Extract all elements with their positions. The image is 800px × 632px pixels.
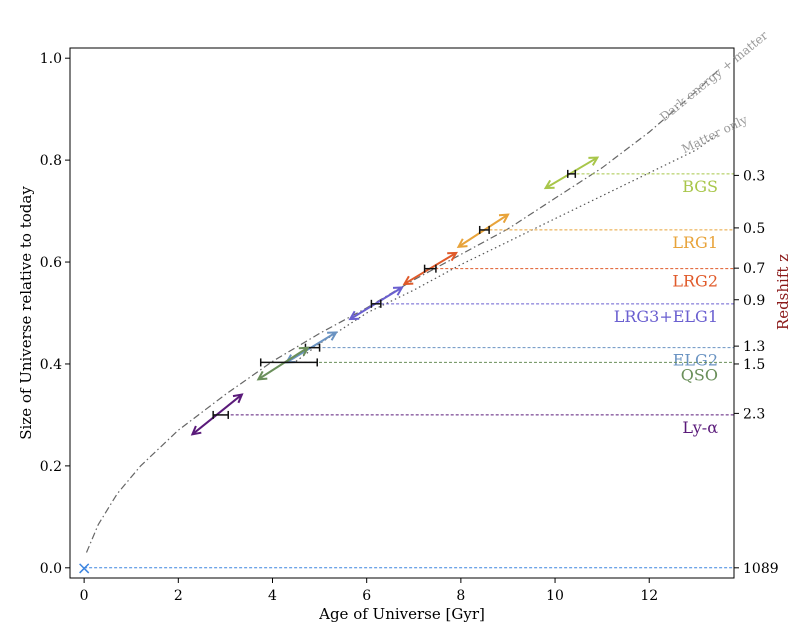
x-axis-title: Age of Universe [Gyr] [318, 605, 485, 623]
arrow-head-forward [232, 393, 244, 404]
sample-lrg1 [456, 213, 510, 248]
sample-label-ly: Ly-α [682, 418, 718, 437]
redshift-axis-title: Redshift z [774, 254, 792, 330]
arrow-shaft [545, 156, 598, 190]
y-tick-label: 0.6 [40, 255, 62, 271]
arrow-head-back [402, 275, 414, 286]
sample-ly [190, 393, 244, 436]
arrow-head-forward [447, 251, 458, 262]
sample-bgs [543, 156, 600, 190]
sample-lrg2 [402, 251, 458, 286]
redshift-tick-label: 1.3 [743, 339, 765, 355]
x-tick-label: 8 [456, 588, 465, 604]
sample-label-qso: QSO [681, 365, 718, 384]
x-tick-label: 12 [640, 588, 658, 604]
arrow-head-back [348, 310, 360, 321]
y-tick-label: 0.4 [40, 357, 62, 373]
curve-label-dark-energy-matter: Dark energy + matter [657, 28, 770, 124]
arrow-shaft [257, 346, 309, 381]
origin-marker: × [77, 558, 92, 579]
x-tick-label: 2 [174, 588, 183, 604]
x-tick-label: 6 [362, 588, 371, 604]
y-tick-label: 0.0 [40, 561, 62, 577]
arrow-head-back [543, 179, 555, 190]
arrow-head-back [190, 425, 202, 436]
sample-qso [256, 346, 318, 381]
arrow-head-forward [392, 286, 404, 296]
x-tick-label: 0 [80, 588, 89, 604]
arrow-head-forward [588, 156, 600, 166]
redshift-tick-label: 1089 [743, 561, 779, 577]
redshift-tick-label: 1.5 [743, 357, 765, 373]
x-tick-label: 4 [268, 588, 277, 604]
redshift-tick-label: 0.3 [743, 168, 765, 184]
arrow-head-forward [298, 346, 310, 356]
sample-label-bgs: BGS [682, 177, 718, 196]
plot-frame [69, 47, 735, 579]
arrow-head-forward [498, 213, 510, 224]
y-tick-label: 0.8 [40, 153, 62, 169]
redshift-tick-label: 0.5 [743, 221, 765, 237]
arrow-head-back [256, 370, 268, 381]
sample-label-elg2: ELG2 [673, 351, 718, 370]
y-tick-label: 1.0 [40, 51, 62, 67]
x-tick-label: 10 [546, 588, 564, 604]
redshift-tick-label: 2.3 [743, 406, 765, 422]
sample-label-lrg3-elg1: LRG3+ELG1 [614, 307, 718, 326]
sample-label-lrg1: LRG1 [672, 233, 718, 252]
arrow-head-back [456, 238, 468, 248]
sample-lrg3-elg1 [348, 286, 404, 321]
curve-label-matter-only: Matter only [679, 112, 749, 156]
curve-matter-only [295, 134, 718, 362]
arrow-head-forward [327, 331, 338, 341]
sample-label-lrg2: LRG2 [672, 272, 718, 291]
redshift-tick-label: 0.9 [743, 293, 765, 309]
y-tick-label: 0.2 [40, 459, 62, 475]
y-axis-title: Size of Universe relative to today [17, 186, 35, 440]
arrow-shaft [457, 213, 509, 248]
redshift-tick-label: 0.7 [743, 261, 765, 277]
